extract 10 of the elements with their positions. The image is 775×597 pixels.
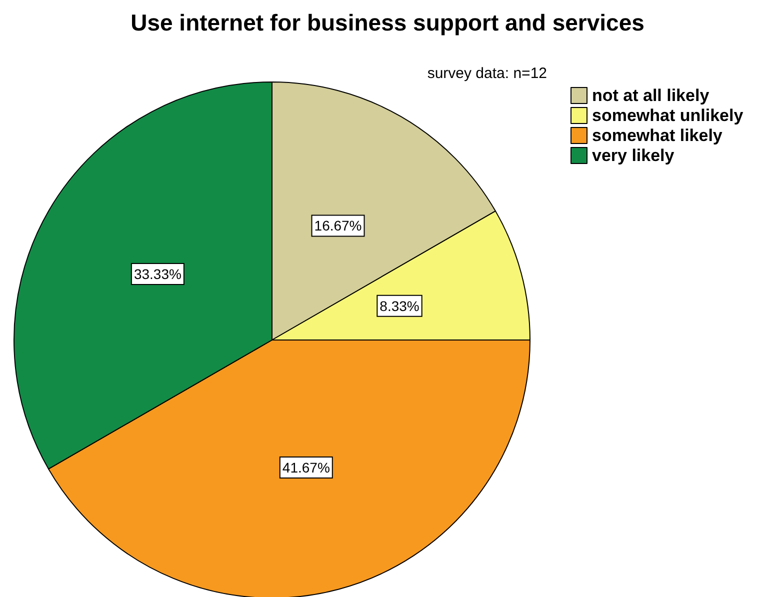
legend-label: very likely <box>592 146 675 165</box>
legend-label: somewhat likely <box>592 126 723 145</box>
data-label: 33.33% <box>134 266 182 282</box>
data-label: 16.67% <box>314 218 362 234</box>
data-label: 8.33% <box>380 298 420 314</box>
chart-title: Use internet for business support and services <box>130 10 644 36</box>
legend-label: somewhat unlikely <box>592 106 744 125</box>
legend-label: not at all likely <box>592 86 710 105</box>
data-label: 41.67% <box>282 460 330 476</box>
text: survey data: n=12 <box>427 65 548 82</box>
